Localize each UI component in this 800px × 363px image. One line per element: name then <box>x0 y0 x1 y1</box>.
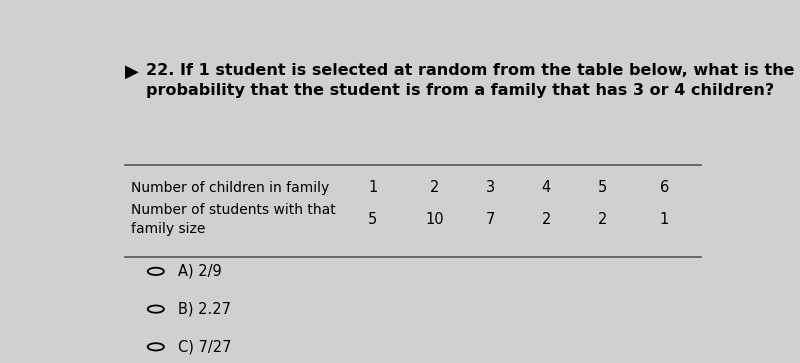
Text: 2: 2 <box>542 212 551 227</box>
Text: 1: 1 <box>368 180 378 195</box>
Text: Number of students with that
family size: Number of students with that family size <box>131 203 336 236</box>
Text: 4: 4 <box>542 180 551 195</box>
Text: C) 7/27: C) 7/27 <box>178 339 231 354</box>
Text: B) 2.27: B) 2.27 <box>178 302 230 317</box>
Text: 10: 10 <box>426 212 444 227</box>
Text: 2: 2 <box>430 180 439 195</box>
Text: 2: 2 <box>598 212 607 227</box>
Text: 6: 6 <box>659 180 669 195</box>
Text: ▶: ▶ <box>125 63 138 81</box>
Text: Number of children in family: Number of children in family <box>131 180 330 195</box>
Text: 5: 5 <box>598 180 607 195</box>
Text: 22. If 1 student is selected at random from the table below, what is the
probabi: 22. If 1 student is selected at random f… <box>146 63 795 98</box>
Text: 3: 3 <box>486 180 495 195</box>
Text: 7: 7 <box>486 212 495 227</box>
Text: 1: 1 <box>659 212 669 227</box>
Text: 5: 5 <box>368 212 378 227</box>
Text: A) 2/9: A) 2/9 <box>178 264 222 279</box>
